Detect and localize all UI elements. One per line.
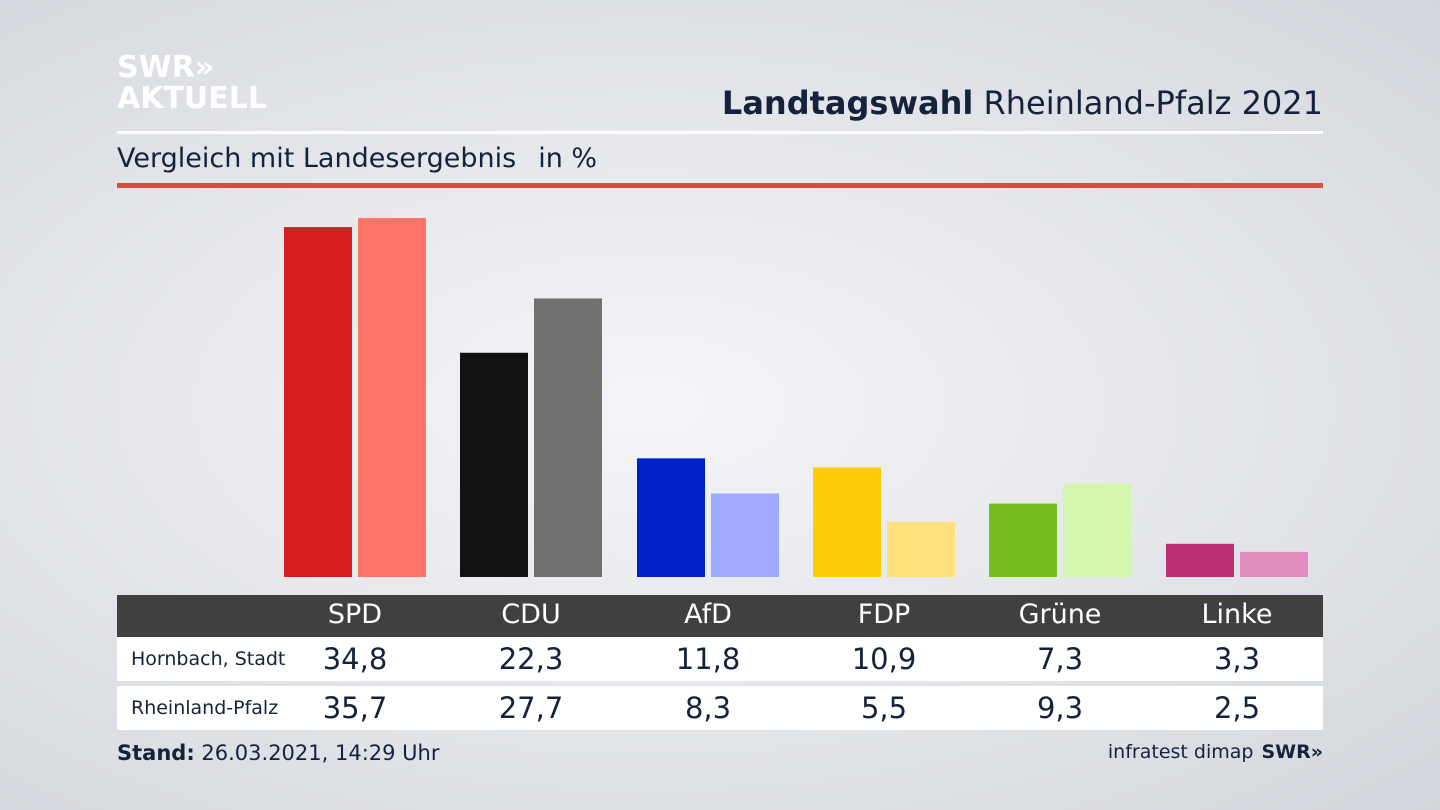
row-label-rlp: Rheinland-Pfalz — [131, 697, 279, 719]
stand-label: Stand: — [117, 741, 195, 765]
table-row-rlp — [117, 686, 1323, 730]
party-label-afd: AfD — [684, 599, 732, 630]
value-gruene-hornbach: 7,3 — [1036, 642, 1084, 676]
value-fdp-rlp: 5,5 — [860, 691, 908, 725]
party-label-cdu: CDU — [501, 599, 561, 630]
table-row-hornbach — [117, 637, 1323, 681]
party-label-spd: SPD — [327, 599, 383, 630]
unit-label: in % — [538, 143, 598, 174]
subtitle-divider — [117, 183, 1323, 188]
value-afd-rlp: 8,3 — [684, 691, 732, 725]
value-cdu-rlp: 27,7 — [498, 691, 564, 725]
title-divider — [117, 131, 1323, 134]
bar-spd-rlp — [358, 218, 426, 577]
timestamp: Stand: 26.03.2021, 14:29 Uhr — [117, 741, 440, 765]
swr-brand-logo: SWR» — [1261, 741, 1323, 763]
bar-afd-hornbach — [637, 458, 705, 577]
bar-fdp-hornbach — [813, 467, 881, 577]
party-label-gruene: Grüne — [1018, 599, 1102, 630]
party-label-linke: Linke — [1201, 599, 1273, 630]
value-cdu-hornbach: 22,3 — [498, 642, 564, 676]
bar-fdp-rlp — [887, 521, 955, 577]
party-label-fdp: FDP — [857, 599, 911, 630]
row-label-hornbach: Hornbach, Stadt — [131, 648, 286, 670]
source-credit: infratest dimap SWR» — [1108, 741, 1323, 763]
value-linke-rlp: 2,5 — [1213, 691, 1261, 725]
subtitle-text: Vergleich mit Landesergebnis — [117, 143, 517, 174]
source-text: infratest dimap — [1107, 741, 1254, 763]
bar-cdu-hornbach — [460, 352, 528, 577]
bar-spd-hornbach — [284, 227, 352, 578]
swr-aktuell-logo: SWR» AKTUELL — [117, 52, 267, 114]
page-title: Landtagswahl Rheinland-Pfalz 2021 — [722, 84, 1323, 122]
bar-gruene-rlp — [1063, 483, 1131, 577]
logo-line-1: SWR» — [117, 50, 215, 85]
bar-linke-hornbach — [1166, 543, 1234, 577]
bar-gruene-hornbach — [989, 503, 1057, 577]
bar-linke-rlp — [1240, 551, 1308, 577]
party-header-bar — [117, 595, 1323, 637]
value-fdp-hornbach: 10,9 — [851, 642, 917, 676]
value-spd-hornbach: 34,8 — [322, 642, 388, 676]
title-rest: Rheinland-Pfalz 2021 — [973, 84, 1323, 122]
value-gruene-rlp: 9,3 — [1036, 691, 1084, 725]
bar-afd-rlp — [711, 493, 779, 577]
chart-subtitle: Vergleich mit Landesergebnis in % — [117, 143, 597, 174]
bar-cdu-rlp — [534, 298, 602, 577]
logo-line-2: AKTUELL — [117, 81, 268, 116]
stand-value: 26.03.2021, 14:29 Uhr — [194, 741, 440, 765]
value-linke-hornbach: 3,3 — [1213, 642, 1261, 676]
value-afd-hornbach: 11,8 — [675, 642, 741, 676]
value-spd-rlp: 35,7 — [322, 691, 388, 725]
title-bold: Landtagswahl — [721, 84, 974, 122]
